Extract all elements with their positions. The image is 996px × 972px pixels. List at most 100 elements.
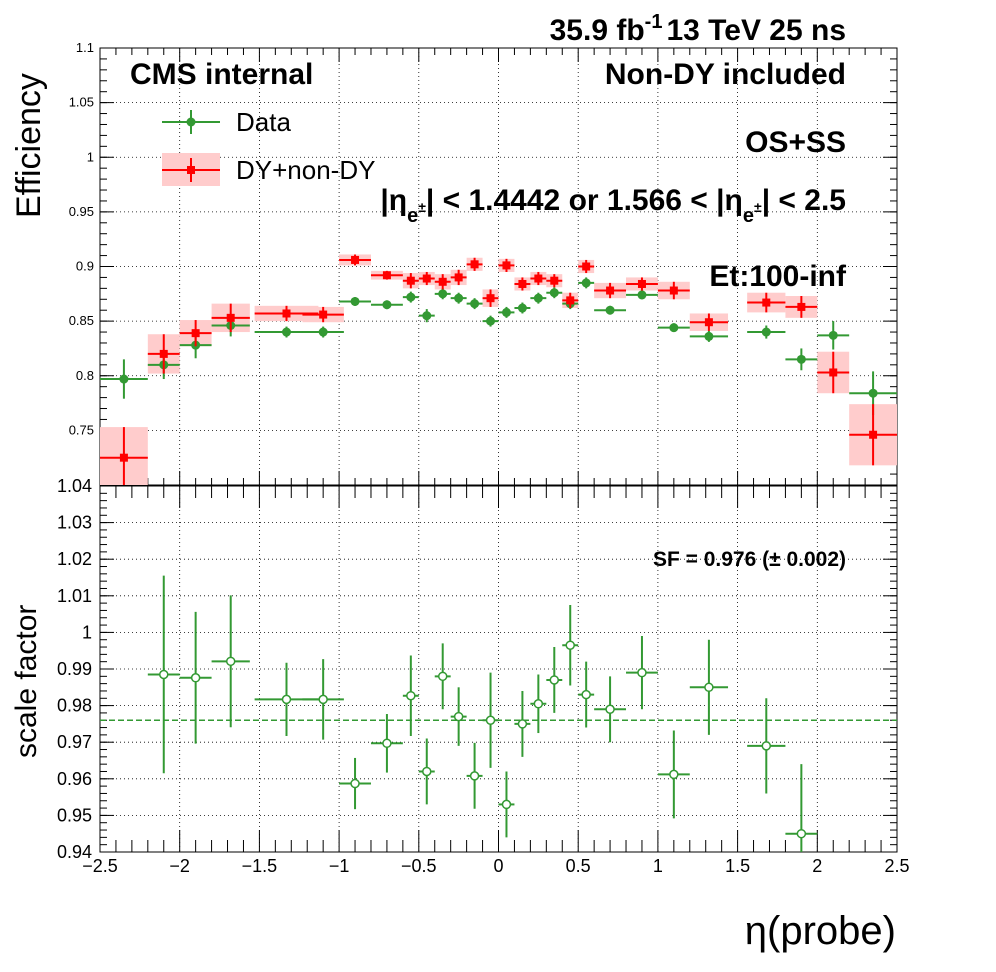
charge-label: OS+SS xyxy=(745,126,846,159)
data-series xyxy=(100,277,897,416)
mc-point xyxy=(486,294,495,303)
sf-point xyxy=(549,675,560,685)
sf-point xyxy=(437,671,448,682)
bottom-ytick-label: 1.01 xyxy=(57,586,92,606)
mc-point xyxy=(470,260,479,269)
sf-point xyxy=(761,741,772,751)
scale-factor-panel: 1.04 1.03 1.02 1.01 1 0.99 0.98 0.97 0.96 0.95 0.9… xyxy=(57,476,910,876)
bottom-ylabel: scale factor xyxy=(10,605,43,758)
sf-point xyxy=(190,673,201,683)
data-point xyxy=(637,290,647,300)
bottom-xtick-label: 2 xyxy=(812,856,822,876)
bottom-ytick-label: 0.98 xyxy=(57,696,92,716)
data-point xyxy=(669,323,679,333)
sf-point xyxy=(605,704,615,715)
data-point xyxy=(382,300,392,310)
bottom-ytick-label: 1 xyxy=(82,622,92,642)
sf-point xyxy=(382,738,392,749)
legend-data-label: Data xyxy=(236,107,291,137)
data-point xyxy=(486,316,496,326)
sf-series xyxy=(147,575,818,852)
mc-point xyxy=(637,279,646,288)
mc-point xyxy=(518,279,527,288)
mc-point xyxy=(226,313,235,322)
bottom-ytick-label: 0.97 xyxy=(57,732,92,752)
sf-point xyxy=(796,828,807,839)
top-ylabel: Efficiency xyxy=(10,73,48,218)
sf-point xyxy=(453,711,464,722)
bottom-xtick-label: 2.5 xyxy=(884,856,909,876)
data-point xyxy=(796,354,806,364)
sample-label: Non-DY included xyxy=(605,58,846,91)
top-ytick-label: 0.85 xyxy=(69,313,94,328)
mc-point xyxy=(606,286,615,295)
bottom-ytick-labels: 1.04 1.03 1.02 1.01 1 0.99 0.98 0.97 0.96 0.95 0.9… xyxy=(57,476,92,862)
top-ytick-label: 0.9 xyxy=(76,259,94,274)
eta-range-label: |ηe±| < 1.4442 or 1.566 < |ηe±| < 2.5 xyxy=(380,184,846,227)
mc-point xyxy=(382,271,391,280)
data-point xyxy=(119,374,129,384)
top-ytick-label: 1 xyxy=(87,149,94,164)
bottom-xtick-label: 0.5 xyxy=(566,856,591,876)
data-point xyxy=(422,311,432,321)
bottom-xtick-label: 1.5 xyxy=(725,856,750,876)
legend-data-marker xyxy=(186,117,196,127)
mc-point xyxy=(119,453,128,462)
mc-point xyxy=(406,276,415,285)
sf-point xyxy=(281,694,292,705)
data-point xyxy=(350,296,360,306)
top-ytick-labels: 1.1 1.05 1 0.95 0.9 0.85 0.8 0.75 xyxy=(69,40,94,437)
sf-point xyxy=(159,669,169,680)
bottom-frame xyxy=(99,485,898,853)
bottom-xtick-label: −1.5 xyxy=(242,856,278,876)
mc-point xyxy=(319,310,328,319)
sf-point xyxy=(406,690,416,701)
mc-point xyxy=(282,309,291,318)
et-range-label: Et:100-inf xyxy=(709,260,847,293)
data-point xyxy=(828,330,838,340)
mc-point xyxy=(351,255,360,264)
sf-point xyxy=(704,682,714,693)
top-ytick-label: 0.95 xyxy=(69,204,94,219)
sf-point xyxy=(565,640,575,650)
data-point xyxy=(533,293,543,303)
bottom-ytick-label: 1.03 xyxy=(57,513,92,533)
mc-point xyxy=(550,276,559,285)
sf-point xyxy=(485,715,496,725)
lumi-header: 35.9 fb-1 13 TeV 25 ns xyxy=(550,11,846,47)
mc-point xyxy=(869,430,878,439)
mc-point xyxy=(566,296,575,305)
sf-point xyxy=(501,799,512,810)
bottom-ytick-label: 0.96 xyxy=(57,769,92,789)
data-point xyxy=(454,293,464,303)
bottom-ticks xyxy=(99,485,898,853)
sf-point xyxy=(637,667,647,678)
sf-point xyxy=(517,719,528,729)
data-point xyxy=(406,292,416,302)
data-point xyxy=(581,278,591,288)
mc-point xyxy=(704,318,713,327)
bottom-ytick-label: 1.04 xyxy=(57,476,92,496)
mc-point xyxy=(669,286,678,295)
data-point xyxy=(868,388,878,398)
sf-point xyxy=(533,699,544,709)
mc-point xyxy=(454,273,463,282)
top-ytick-label: 1.05 xyxy=(69,95,94,110)
sf-point xyxy=(318,694,328,705)
mc-point xyxy=(534,274,543,283)
top-ytick-label: 0.8 xyxy=(76,368,94,383)
mc-point xyxy=(191,329,200,338)
bottom-ytick-label: 0.95 xyxy=(57,805,92,825)
bottom-ytick-label: 0.99 xyxy=(57,659,92,679)
top-ytick-label: 0.75 xyxy=(69,422,94,437)
data-point xyxy=(761,327,771,337)
experiment-label: CMS internal xyxy=(130,58,313,91)
data-point xyxy=(549,288,559,298)
bottom-grid xyxy=(100,486,897,852)
bottom-xtick-label: −1 xyxy=(329,856,350,876)
data-point xyxy=(470,299,480,309)
sf-point xyxy=(581,689,591,700)
mc-point xyxy=(582,262,591,271)
bottom-xlabel: η(probe) xyxy=(745,909,896,953)
